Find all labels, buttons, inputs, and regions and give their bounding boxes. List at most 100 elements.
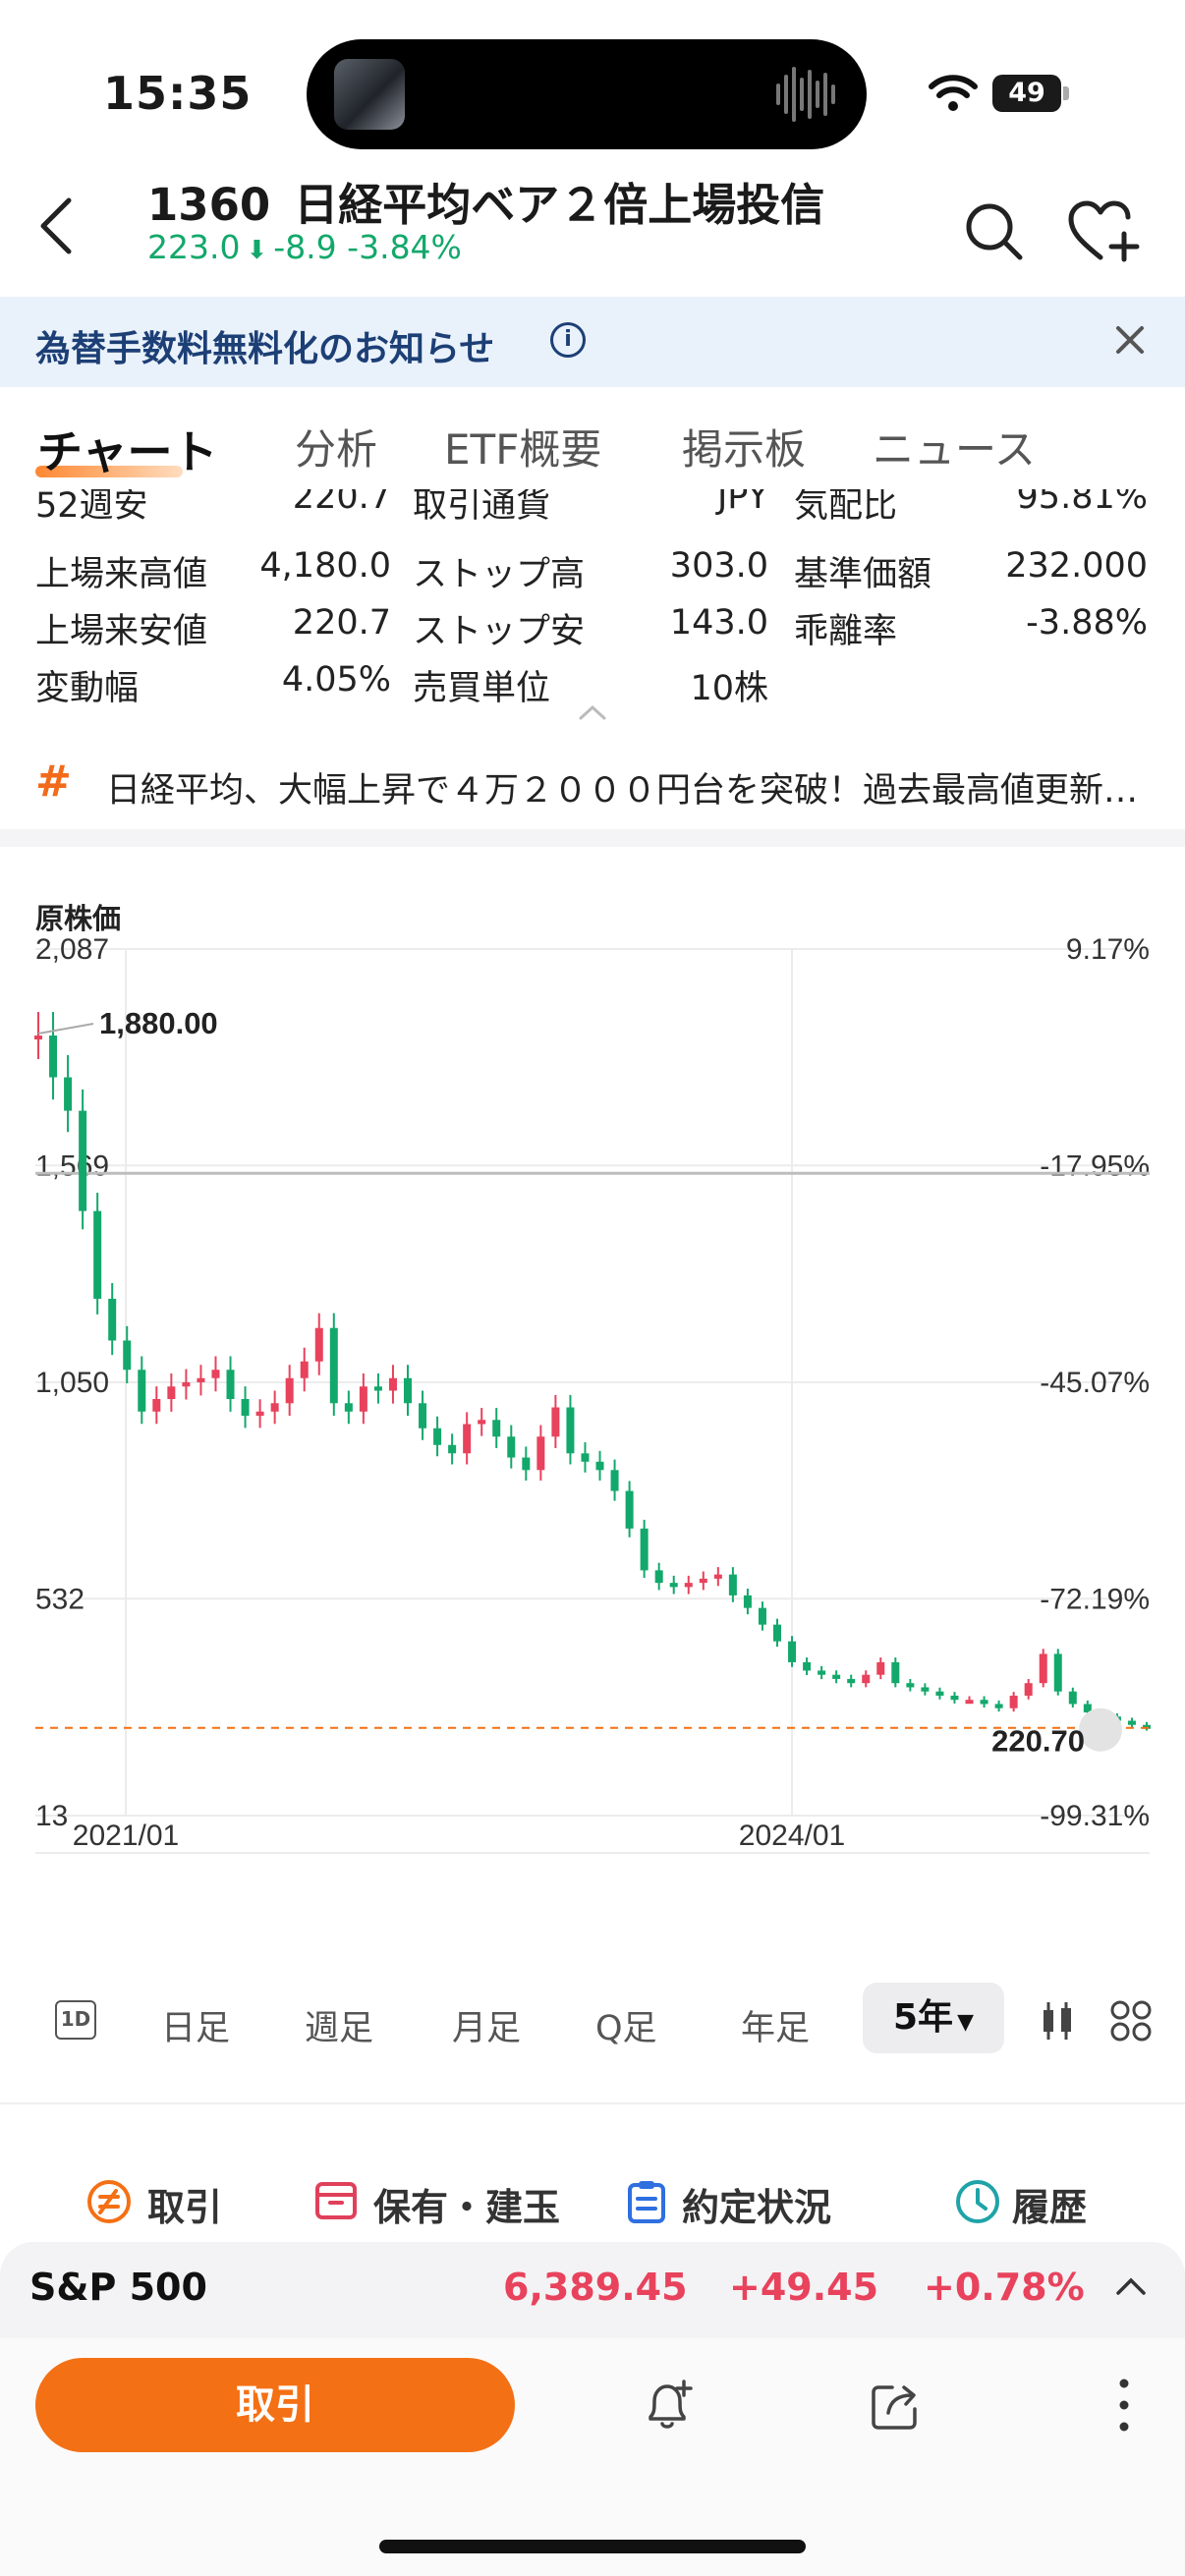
candle-body	[359, 1386, 367, 1412]
timeframe-weekly[interactable]: 週足	[305, 2009, 374, 2048]
stat-value: JPY	[716, 489, 768, 517]
collapse-caret-icon[interactable]	[578, 703, 607, 721]
candle-body	[773, 1624, 781, 1642]
tab-etf-overview[interactable]: ETF概要	[444, 425, 602, 474]
candle-body	[935, 1691, 944, 1696]
tab-chart[interactable]: チャート	[37, 425, 218, 478]
pct-tick-label: -17.95%	[1040, 1149, 1150, 1182]
chevron-up-icon[interactable]	[1114, 2275, 1148, 2297]
more-options-icon[interactable]	[1114, 2376, 1134, 2435]
info-icon[interactable]: i	[550, 322, 586, 358]
news-headline[interactable]: 日経平均、大幅上昇で４万２０００円台を突破！過去最高値更新…	[106, 771, 1139, 811]
audio-waveform-icon	[776, 61, 835, 128]
y-tick-label: 532	[35, 1583, 85, 1615]
candle-body	[684, 1583, 693, 1588]
action-history[interactable]: 履歴	[1012, 2186, 1088, 2229]
trade-icon[interactable]	[86, 2179, 132, 2224]
candle-body	[847, 1678, 856, 1684]
stock-title: 1360 日経平均ベア２倍上場投信	[147, 169, 824, 233]
stock-name: 日経平均ベア２倍上場投信	[294, 179, 825, 231]
candle-body	[994, 1704, 1003, 1708]
candle-body	[669, 1583, 678, 1588]
candle-body	[1024, 1683, 1033, 1696]
action-holdings[interactable]: 保有・建玉	[373, 2186, 561, 2229]
tab-active-indicator	[35, 466, 183, 477]
candle-body	[79, 1110, 87, 1211]
candle-body	[640, 1528, 649, 1571]
candle-body	[654, 1570, 663, 1584]
candle-body	[285, 1377, 294, 1404]
history-clock-icon[interactable]	[955, 2179, 1000, 2224]
candle-body	[743, 1595, 752, 1608]
candle-body	[1083, 1704, 1092, 1712]
candle-body	[226, 1370, 235, 1400]
candle-body	[862, 1674, 871, 1684]
notice-banner[interactable]	[0, 297, 1185, 387]
stat-value: 303.0	[669, 546, 768, 586]
timeframe-daily[interactable]: 日足	[161, 2009, 231, 2048]
stat-label: 上場来高値	[35, 555, 208, 594]
candle-body	[211, 1370, 220, 1378]
battery-cap	[1063, 86, 1069, 100]
holdings-box-icon[interactable]	[314, 2179, 358, 2222]
candle-body	[463, 1424, 472, 1454]
notice-text[interactable]: 為替手数料無料化のお知らせ	[35, 329, 495, 369]
action-order-status[interactable]: 約定状況	[682, 2186, 832, 2229]
candle-body	[255, 1411, 264, 1417]
y-tick-label: 13	[35, 1800, 68, 1832]
candle-body	[980, 1700, 988, 1705]
now-playing-thumbnail[interactable]	[334, 59, 405, 130]
pct-tick-label: -45.07%	[1040, 1367, 1150, 1399]
candle-body	[404, 1377, 412, 1404]
add-alert-bell-icon[interactable]	[641, 2378, 696, 2433]
section-divider	[0, 829, 1185, 847]
candle-body	[448, 1444, 457, 1454]
timeframe-yearly[interactable]: 年足	[741, 2009, 811, 2048]
timeframe-monthly[interactable]: 月足	[452, 2009, 522, 2048]
stat-value: 10株	[690, 669, 768, 708]
share-icon[interactable]	[869, 2378, 924, 2433]
candle-body	[625, 1490, 634, 1529]
min-price-label: 220.70	[991, 1724, 1085, 1759]
tab-message-board[interactable]: 掲示板	[682, 425, 807, 474]
close-icon[interactable]	[1114, 324, 1146, 356]
candle-body	[241, 1399, 250, 1417]
max-label-leader	[37, 1023, 94, 1036]
indicator-grid-icon[interactable]	[1110, 2000, 1152, 2042]
tab-news[interactable]: ニュース	[873, 425, 1036, 474]
max-price-label: 1,880.00	[99, 1006, 218, 1040]
back-arrow-icon[interactable]	[37, 196, 77, 255]
ticker-change-pct: +0.78%	[924, 2266, 1085, 2309]
candle-body	[93, 1210, 102, 1299]
order-status-clipboard-icon[interactable]	[627, 2179, 666, 2224]
y-tick-label: 1,569	[35, 1149, 109, 1182]
trade-button[interactable]: 取引	[35, 2358, 515, 2452]
candle-body	[123, 1340, 132, 1371]
stat-value: 4.05%	[281, 660, 391, 700]
candle-body	[300, 1361, 309, 1378]
candle-body	[108, 1298, 117, 1341]
action-trade[interactable]: 取引	[147, 2186, 223, 2229]
timeframe-quarterly[interactable]: Q足	[595, 2009, 657, 2048]
tab-analysis[interactable]: 分析	[295, 425, 378, 474]
timeframe-range-dropdown[interactable]: 5年 ▼	[863, 1983, 1004, 2053]
candle-body	[182, 1382, 191, 1387]
stat-label: ストップ高	[413, 555, 586, 594]
candle-body	[566, 1407, 575, 1454]
stat-value: 143.0	[669, 603, 768, 643]
search-icon[interactable]	[963, 200, 1024, 261]
stock-code: 1360	[147, 179, 271, 231]
stat-label: 売買単位	[413, 669, 551, 708]
ticker-name: S&P 500	[29, 2266, 207, 2309]
price-chart[interactable]: 2,087 9.17% 1,569 -17.95% 1,050 -45.07% 532 -72…	[0, 924, 1185, 1867]
price-change: -8.9	[273, 228, 337, 266]
add-favorite-icon[interactable]	[1067, 200, 1142, 263]
ticker-change: +49.45	[729, 2266, 879, 2309]
candle-body	[551, 1407, 560, 1437]
candle-body	[758, 1607, 766, 1625]
section-divider	[0, 2102, 1185, 2104]
x-tick-label: 2021/01	[73, 1820, 179, 1852]
candlestick-type-icon[interactable]	[1040, 2000, 1075, 2042]
timeframe-1d[interactable]: 1D	[55, 2000, 96, 2040]
candle-body	[728, 1574, 737, 1596]
